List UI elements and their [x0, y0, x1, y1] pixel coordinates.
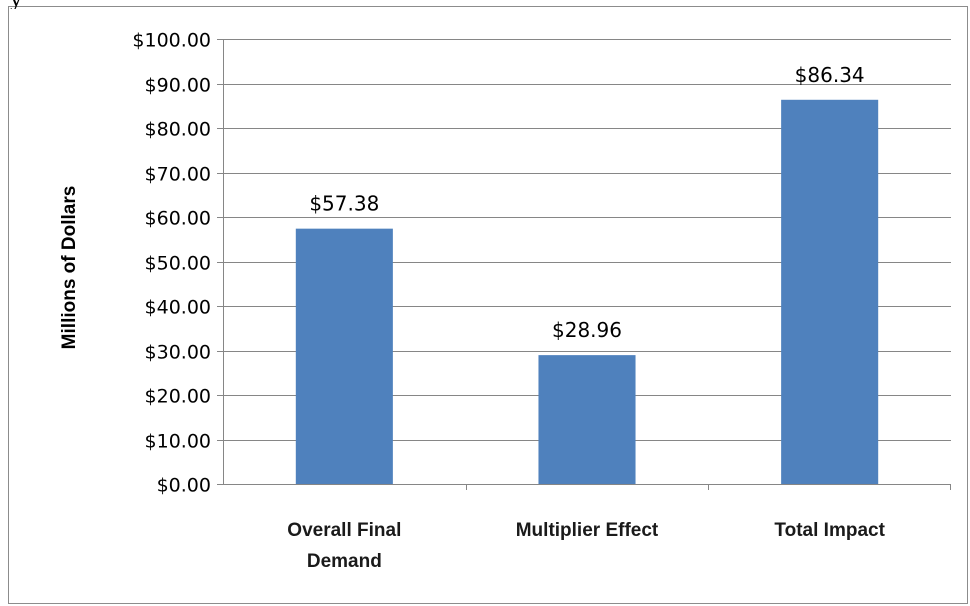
y-tick-label: $50.00 [145, 253, 211, 275]
y-tick-label: $30.00 [145, 342, 211, 364]
category-label: Multiplier Effect [516, 520, 659, 541]
bar [538, 355, 636, 484]
chart-frame: $0.00 $10.00 $20.00 $30.00 $40.00 $50.00 $60.0… [8, 6, 968, 604]
y-tick-label: $60.00 [145, 208, 211, 230]
data-label: $28.96 [552, 318, 622, 342]
y-tick-label: $20.00 [145, 386, 211, 408]
y-tick-label: $100.00 [132, 30, 211, 52]
y-axis-title: Millions of Dollars [59, 186, 80, 350]
y-tick-label: $80.00 [145, 119, 211, 141]
category-label: Total Impact [774, 520, 885, 541]
bars [295, 99, 879, 485]
y-tick-label: $10.00 [145, 431, 211, 453]
y-tick-label: $90.00 [145, 75, 211, 97]
y-tick-label: $70.00 [145, 164, 211, 186]
cropped-text-fragment: y [10, 0, 34, 9]
category-label: Overall Final Demand [287, 520, 401, 572]
data-label: $57.38 [309, 192, 379, 216]
y-tick-label: $40.00 [145, 297, 211, 319]
bar [781, 99, 879, 485]
bar-chart: $0.00 $10.00 $20.00 $30.00 $40.00 $50.00 $60.0… [59, 30, 951, 572]
category-labels: Overall Final Demand Multiplier Effect Tota… [287, 520, 885, 572]
data-labels: $57.38 $28.96 $86.34 [309, 63, 864, 342]
axes [217, 39, 951, 490]
y-tick-label: $0.00 [157, 475, 211, 497]
data-label: $86.34 [795, 63, 865, 87]
bar [295, 228, 393, 484]
y-tick-labels: $0.00 $10.00 $20.00 $30.00 $40.00 $50.00 $60.0… [132, 30, 211, 497]
